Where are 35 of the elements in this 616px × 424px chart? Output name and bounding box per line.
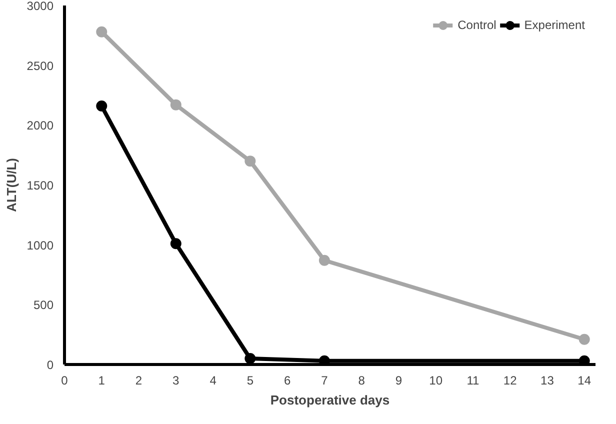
y-tick-label: 0 [46,358,54,372]
x-tick-label: 4 [210,374,217,388]
point [170,238,182,250]
x-tick-label: 1 [98,374,106,388]
point [578,334,590,345]
legend-label: Control [458,18,496,32]
x-tick-label: 5 [246,374,254,388]
x-tick-label: 0 [61,374,68,388]
y-tick-label: 1500 [26,178,54,192]
x-tick-label: 7 [321,374,328,388]
point [96,26,108,38]
y-tick-label: 1000 [26,238,54,252]
x-axis-title: Postoperative days [270,392,390,408]
point [96,100,108,112]
x-tick-label: 6 [284,374,291,388]
x-tick-label: 10 [429,374,443,388]
x-tick-label: 12 [503,374,518,388]
y-tick-label: 500 [33,298,54,312]
x-tick-label: 13 [540,374,554,388]
x-tick-label: 11 [466,374,480,388]
legend-label: Experiment [524,18,585,32]
x-tick-label: 2 [135,374,142,388]
x-tick-label: 14 [578,374,592,388]
y-tick-label: 3000 [26,0,54,13]
y-tick-label: 2000 [26,118,54,133]
point [318,355,330,364]
point [170,99,182,110]
x-tick-label: 3 [172,374,180,388]
point [244,353,256,364]
x-tick-label: 9 [395,374,402,388]
y-tick-label: 2500 [26,58,54,73]
x-tick-label: 8 [358,374,366,388]
point [318,254,330,266]
point [244,156,256,167]
y-axis-title: ALT(U/L) [4,158,19,212]
